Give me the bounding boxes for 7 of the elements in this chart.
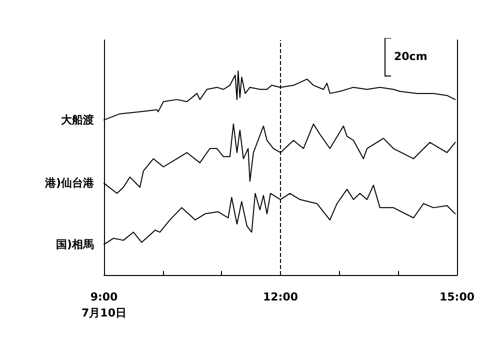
series-label: 港)仙台港 bbox=[44, 176, 95, 190]
text: 20cm bbox=[394, 50, 428, 63]
series-label: 国)相馬 bbox=[56, 238, 94, 251]
x-tick-label: 15:00 bbox=[439, 290, 475, 304]
series-label: 大船渡 bbox=[61, 113, 94, 126]
x-tick-label: 9:00 7月10日 bbox=[82, 290, 126, 320]
x-tick-label: 12:00 bbox=[262, 290, 298, 304]
